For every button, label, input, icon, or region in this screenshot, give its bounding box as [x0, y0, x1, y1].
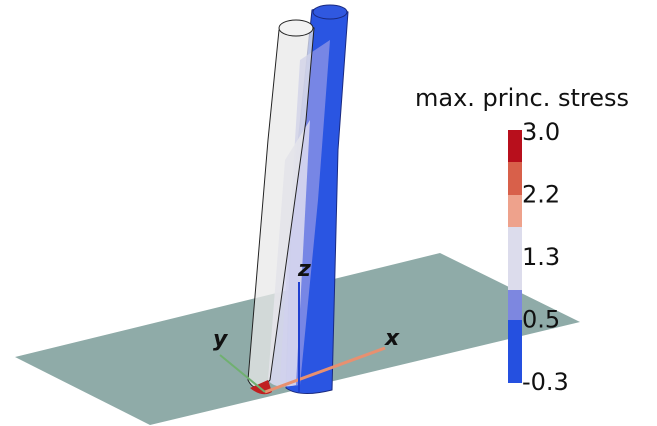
colorbar-tick-label: 2.2: [522, 181, 560, 209]
colorbar-segment: [508, 320, 522, 383]
colorbar-tick-label: 0.5: [522, 306, 560, 334]
colorbar-segment: [508, 162, 522, 195]
z-axis-label: z: [297, 257, 311, 282]
colorbar-ticks: 3.0 2.2 1.3 0.5 -0.3: [522, 118, 569, 396]
scene: x y z max. princ. stress 3.0 2.2 1.3 0.5 -0.…: [0, 0, 657, 426]
colorbar-title: max. princ. stress: [415, 84, 629, 112]
colorbar-segment: [508, 227, 522, 290]
colorbar-segment: [508, 195, 522, 227]
x-axis-label: x: [384, 326, 400, 351]
page: {"colorbar": {"title": "max. princ. stre…: [0, 0, 657, 426]
colorbar-tick-label: 3.0: [522, 118, 560, 146]
column-top: [279, 20, 313, 36]
colorbar-tick-label: 1.3: [522, 243, 560, 271]
colorbar-segment: [508, 290, 522, 320]
colorbar-segment: [508, 130, 522, 162]
column-top: [313, 5, 347, 19]
colorbar-tick-label: -0.3: [522, 368, 569, 396]
y-axis-label: y: [213, 327, 229, 352]
